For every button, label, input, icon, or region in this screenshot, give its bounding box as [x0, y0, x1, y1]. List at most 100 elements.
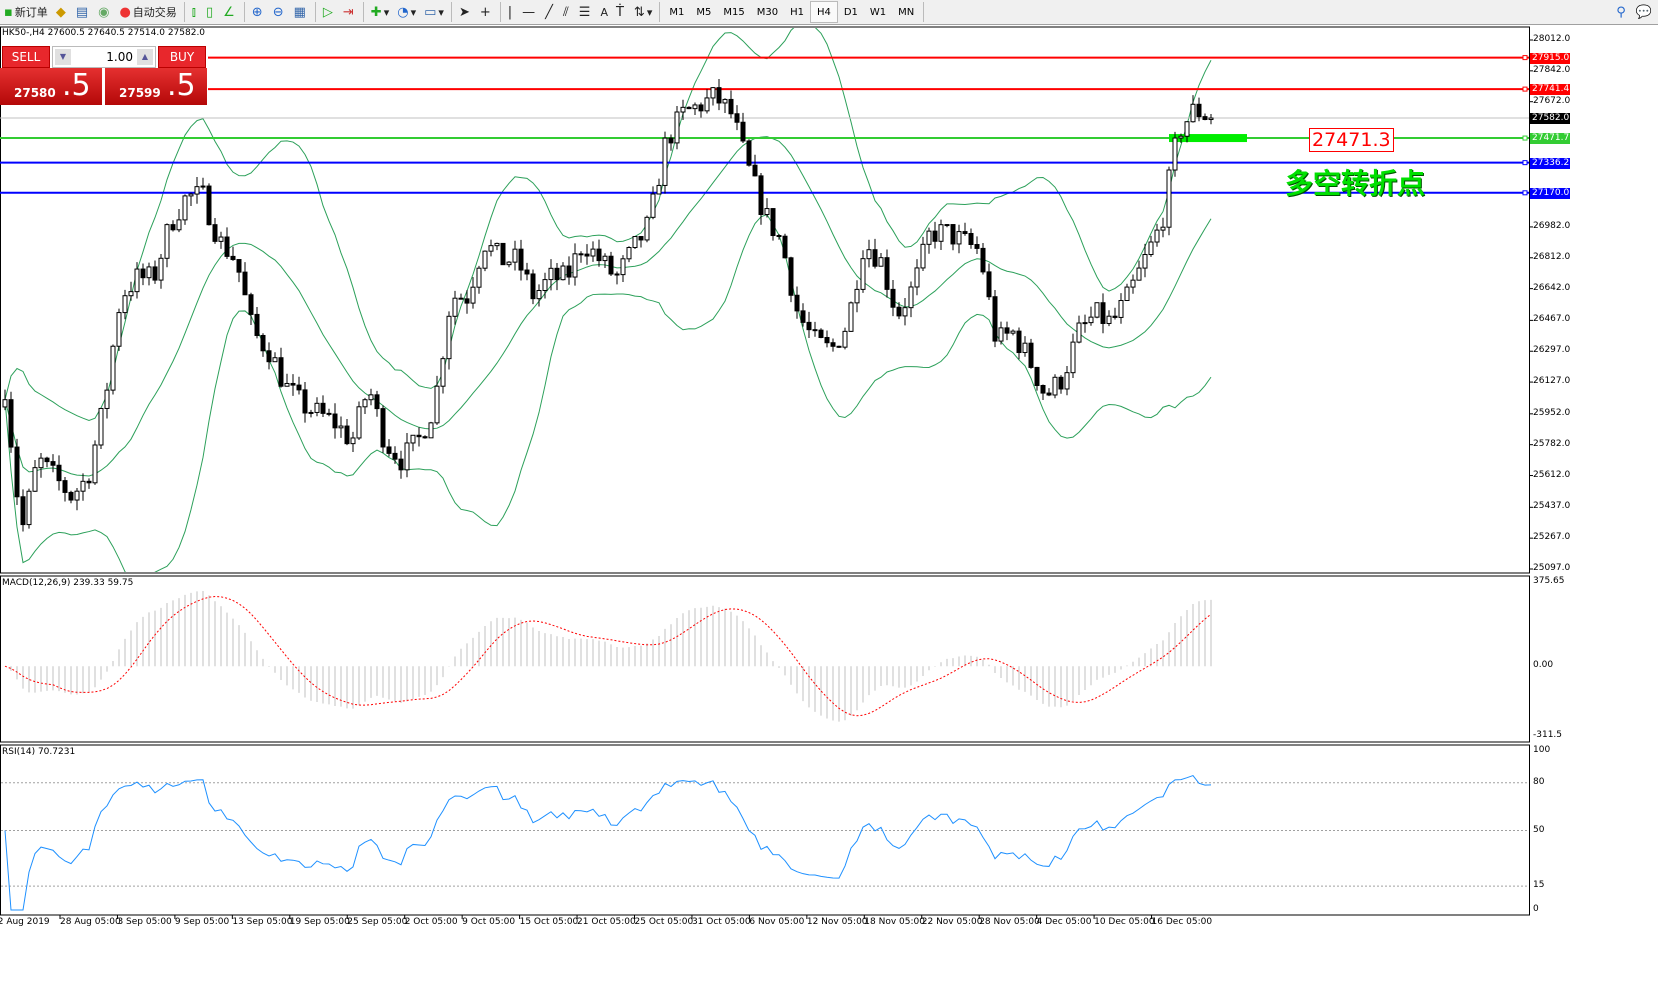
auto-trading-button[interactable]: ● 自动交易: [115, 1, 180, 23]
trendline-button[interactable]: ╱: [541, 1, 559, 23]
crosshair-button[interactable]: +: [476, 1, 497, 23]
bear-candle: [1040, 385, 1046, 394]
indicators-button[interactable]: ✚ ▾: [370, 4, 390, 20]
timeframe-w1[interactable]: W1: [869, 6, 887, 18]
vertical-line-button[interactable]: |: [504, 1, 518, 23]
bear-candle: [1034, 366, 1040, 387]
lot-decrease-button[interactable]: ▼: [55, 49, 71, 65]
bull-candle: [338, 425, 344, 429]
lot-value: 1.00: [106, 50, 133, 64]
bear-candle: [890, 288, 896, 308]
templates-button[interactable]: ▭ ▾: [424, 4, 444, 20]
timeframe-m5[interactable]: M5: [696, 6, 712, 18]
bull-candle: [116, 312, 122, 347]
bear-candle: [140, 268, 146, 279]
macd-axis-label: 0.00: [1533, 660, 1554, 671]
bull-candle: [182, 195, 188, 221]
timeframe-mn[interactable]: MN: [898, 6, 915, 18]
auto-scroll-button[interactable]: ▷: [319, 1, 339, 23]
time-axis-label: 28 Nov 05:00: [979, 917, 1040, 927]
time-axis-label: 28 Aug 05:00: [60, 917, 121, 927]
chart-window[interactable]: HK50-,H4 27600.5 27640.5 27514.0 27582.0…: [0, 26, 1658, 936]
rsi-label: RSI(14) 70.7231: [2, 747, 76, 757]
navigator-button[interactable]: ▤: [72, 1, 94, 23]
timeframe-m30[interactable]: M30: [756, 6, 779, 18]
periods-button[interactable]: ◔ ▾: [397, 4, 417, 20]
bear-candle: [830, 342, 836, 347]
bear-candle: [206, 185, 212, 226]
text-label-button[interactable]: Ṫ: [612, 1, 630, 23]
timeframe-m15[interactable]: M15: [723, 6, 745, 18]
timeframe-h1[interactable]: H1: [790, 6, 804, 18]
price-axis-label: 25612.0: [1533, 469, 1571, 480]
new-order-label: 新订单: [14, 6, 48, 19]
bull-candle: [512, 248, 518, 263]
bear-candle: [302, 389, 308, 414]
bull-candle: [104, 389, 110, 409]
signals-button[interactable]: ◉: [94, 1, 115, 23]
bull-candle: [560, 265, 566, 281]
bollinger-lower: [4, 214, 1212, 572]
chart-canvas[interactable]: [0, 26, 1658, 936]
bull-candle: [2, 399, 8, 408]
tile-windows-button[interactable]: ▦: [290, 1, 312, 23]
new-order-button[interactable]: ▪ 新订单: [0, 1, 52, 23]
timeframe-m1[interactable]: M1: [669, 6, 685, 18]
bear-candle: [296, 384, 302, 391]
trendline-icon: ╱: [545, 4, 553, 20]
lot-increase-button[interactable]: ▲: [137, 49, 153, 65]
price-axis-label: 25782.0: [1533, 438, 1571, 449]
buy-price: 27599: [119, 86, 161, 100]
bull-candle: [476, 267, 482, 288]
bull-candle: [632, 236, 638, 249]
support-zone-marker: [1169, 134, 1247, 143]
text-button[interactable]: A: [596, 1, 612, 23]
horizontal-line-button[interactable]: —: [518, 1, 541, 23]
time-axis-label: 6 Nov 05:00: [749, 917, 805, 927]
cursor-button[interactable]: ➤: [455, 1, 476, 23]
separator: [499, 2, 501, 22]
lot-size-input[interactable]: ▼ 1.00 ▲: [52, 46, 156, 68]
time-axis-label: 31 Oct 05:00: [691, 917, 751, 927]
horizontal-line-icon: —: [522, 4, 536, 20]
search-icon: ⚲: [1616, 4, 1626, 20]
arrows-button[interactable]: ⇅ ▾: [633, 4, 653, 20]
bear-candle: [578, 253, 584, 256]
bear-candle: [266, 350, 272, 363]
fibonacci-button[interactable]: ☰: [575, 1, 597, 23]
pivot-annotation[interactable]: 多空转折点: [1285, 167, 1426, 200]
sell-button[interactable]: SELL: [2, 46, 50, 68]
toolbar: ▪ 新订单 ◆ ▤ ◉ ● 自动交易 ⫾ ▯ ∠ ⊕ ⊖ ▦ ▷ ⇥ ✚ ▾ ◔ ▾ ▭…: [0, 0, 1658, 25]
search-button[interactable]: ⚲: [1612, 1, 1632, 23]
bear-candle: [1028, 342, 1034, 368]
bull-candle: [506, 261, 512, 266]
zoom-out-button[interactable]: ⊖: [269, 1, 290, 23]
chart-shift-button[interactable]: ⇥: [339, 1, 360, 23]
auto-scroll-icon: ▷: [322, 4, 333, 20]
buy-button[interactable]: BUY: [158, 46, 206, 68]
zoom-in-button[interactable]: ⊕: [248, 1, 269, 23]
level-handle: [1522, 190, 1528, 196]
pivot-price-label[interactable]: 27471.3: [1309, 128, 1394, 152]
bear-candle: [782, 235, 788, 259]
sell-price-button[interactable]: 27580 .5: [0, 68, 102, 105]
candle-chart-button[interactable]: ▯: [202, 1, 219, 23]
timeframe-h4[interactable]: H4: [809, 1, 838, 23]
bear-candle: [824, 336, 830, 344]
bull-candle: [1160, 226, 1166, 231]
bar-chart-button[interactable]: ⫾: [188, 1, 202, 23]
separator: [243, 2, 245, 22]
bear-candle: [500, 242, 506, 266]
buy-price-button[interactable]: 27599 .5: [105, 68, 207, 105]
bar-chart-icon: ⫾: [191, 4, 196, 20]
chat-button[interactable]: 💬: [1632, 1, 1658, 23]
price-axis-label: 25437.0: [1533, 501, 1571, 512]
text-icon: A: [600, 5, 608, 19]
line-chart-button[interactable]: ∠: [219, 1, 241, 23]
channel-button[interactable]: ⫽: [559, 1, 575, 23]
bear-candle: [20, 496, 26, 526]
bear-candle: [416, 434, 422, 438]
timeframe-d1[interactable]: D1: [843, 6, 858, 18]
market-watch-button[interactable]: ◆: [52, 1, 72, 23]
bear-candle: [242, 271, 248, 296]
